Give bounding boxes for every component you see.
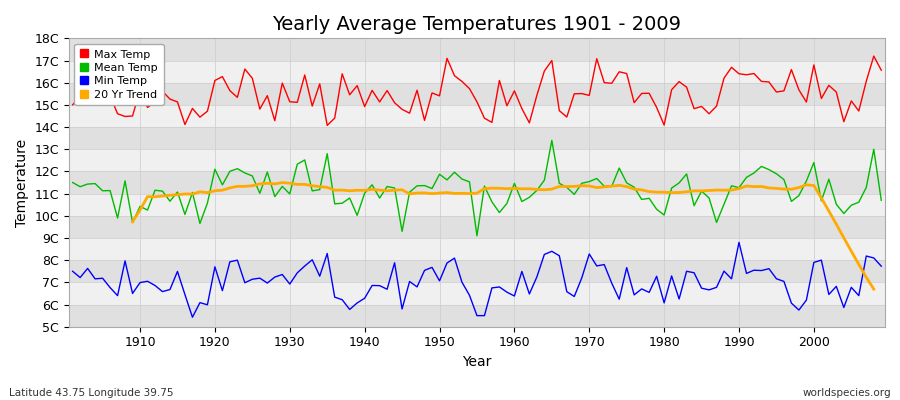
Bar (69, 83, 885, 105)
Text: worldspecies.org: worldspecies.org (803, 388, 891, 398)
Bar (69, 127, 885, 149)
X-axis label: Year: Year (463, 355, 491, 369)
Bar (69, 105, 885, 127)
Bar (69, 216, 885, 238)
Bar (69, 194, 885, 216)
Bar (69, 149, 885, 172)
Text: Latitude 43.75 Longitude 39.75: Latitude 43.75 Longitude 39.75 (9, 388, 174, 398)
Bar (69, 60, 885, 83)
Bar (69, 260, 885, 282)
Bar (69, 38, 885, 60)
Bar (69, 304, 885, 327)
Bar (69, 282, 885, 304)
Bar (69, 172, 885, 194)
Title: Yearly Average Temperatures 1901 - 2009: Yearly Average Temperatures 1901 - 2009 (273, 15, 681, 34)
Y-axis label: Temperature: Temperature (15, 138, 29, 226)
Bar (69, 238, 885, 260)
Legend: Max Temp, Mean Temp, Min Temp, 20 Yr Trend: Max Temp, Mean Temp, Min Temp, 20 Yr Tre… (75, 44, 164, 106)
